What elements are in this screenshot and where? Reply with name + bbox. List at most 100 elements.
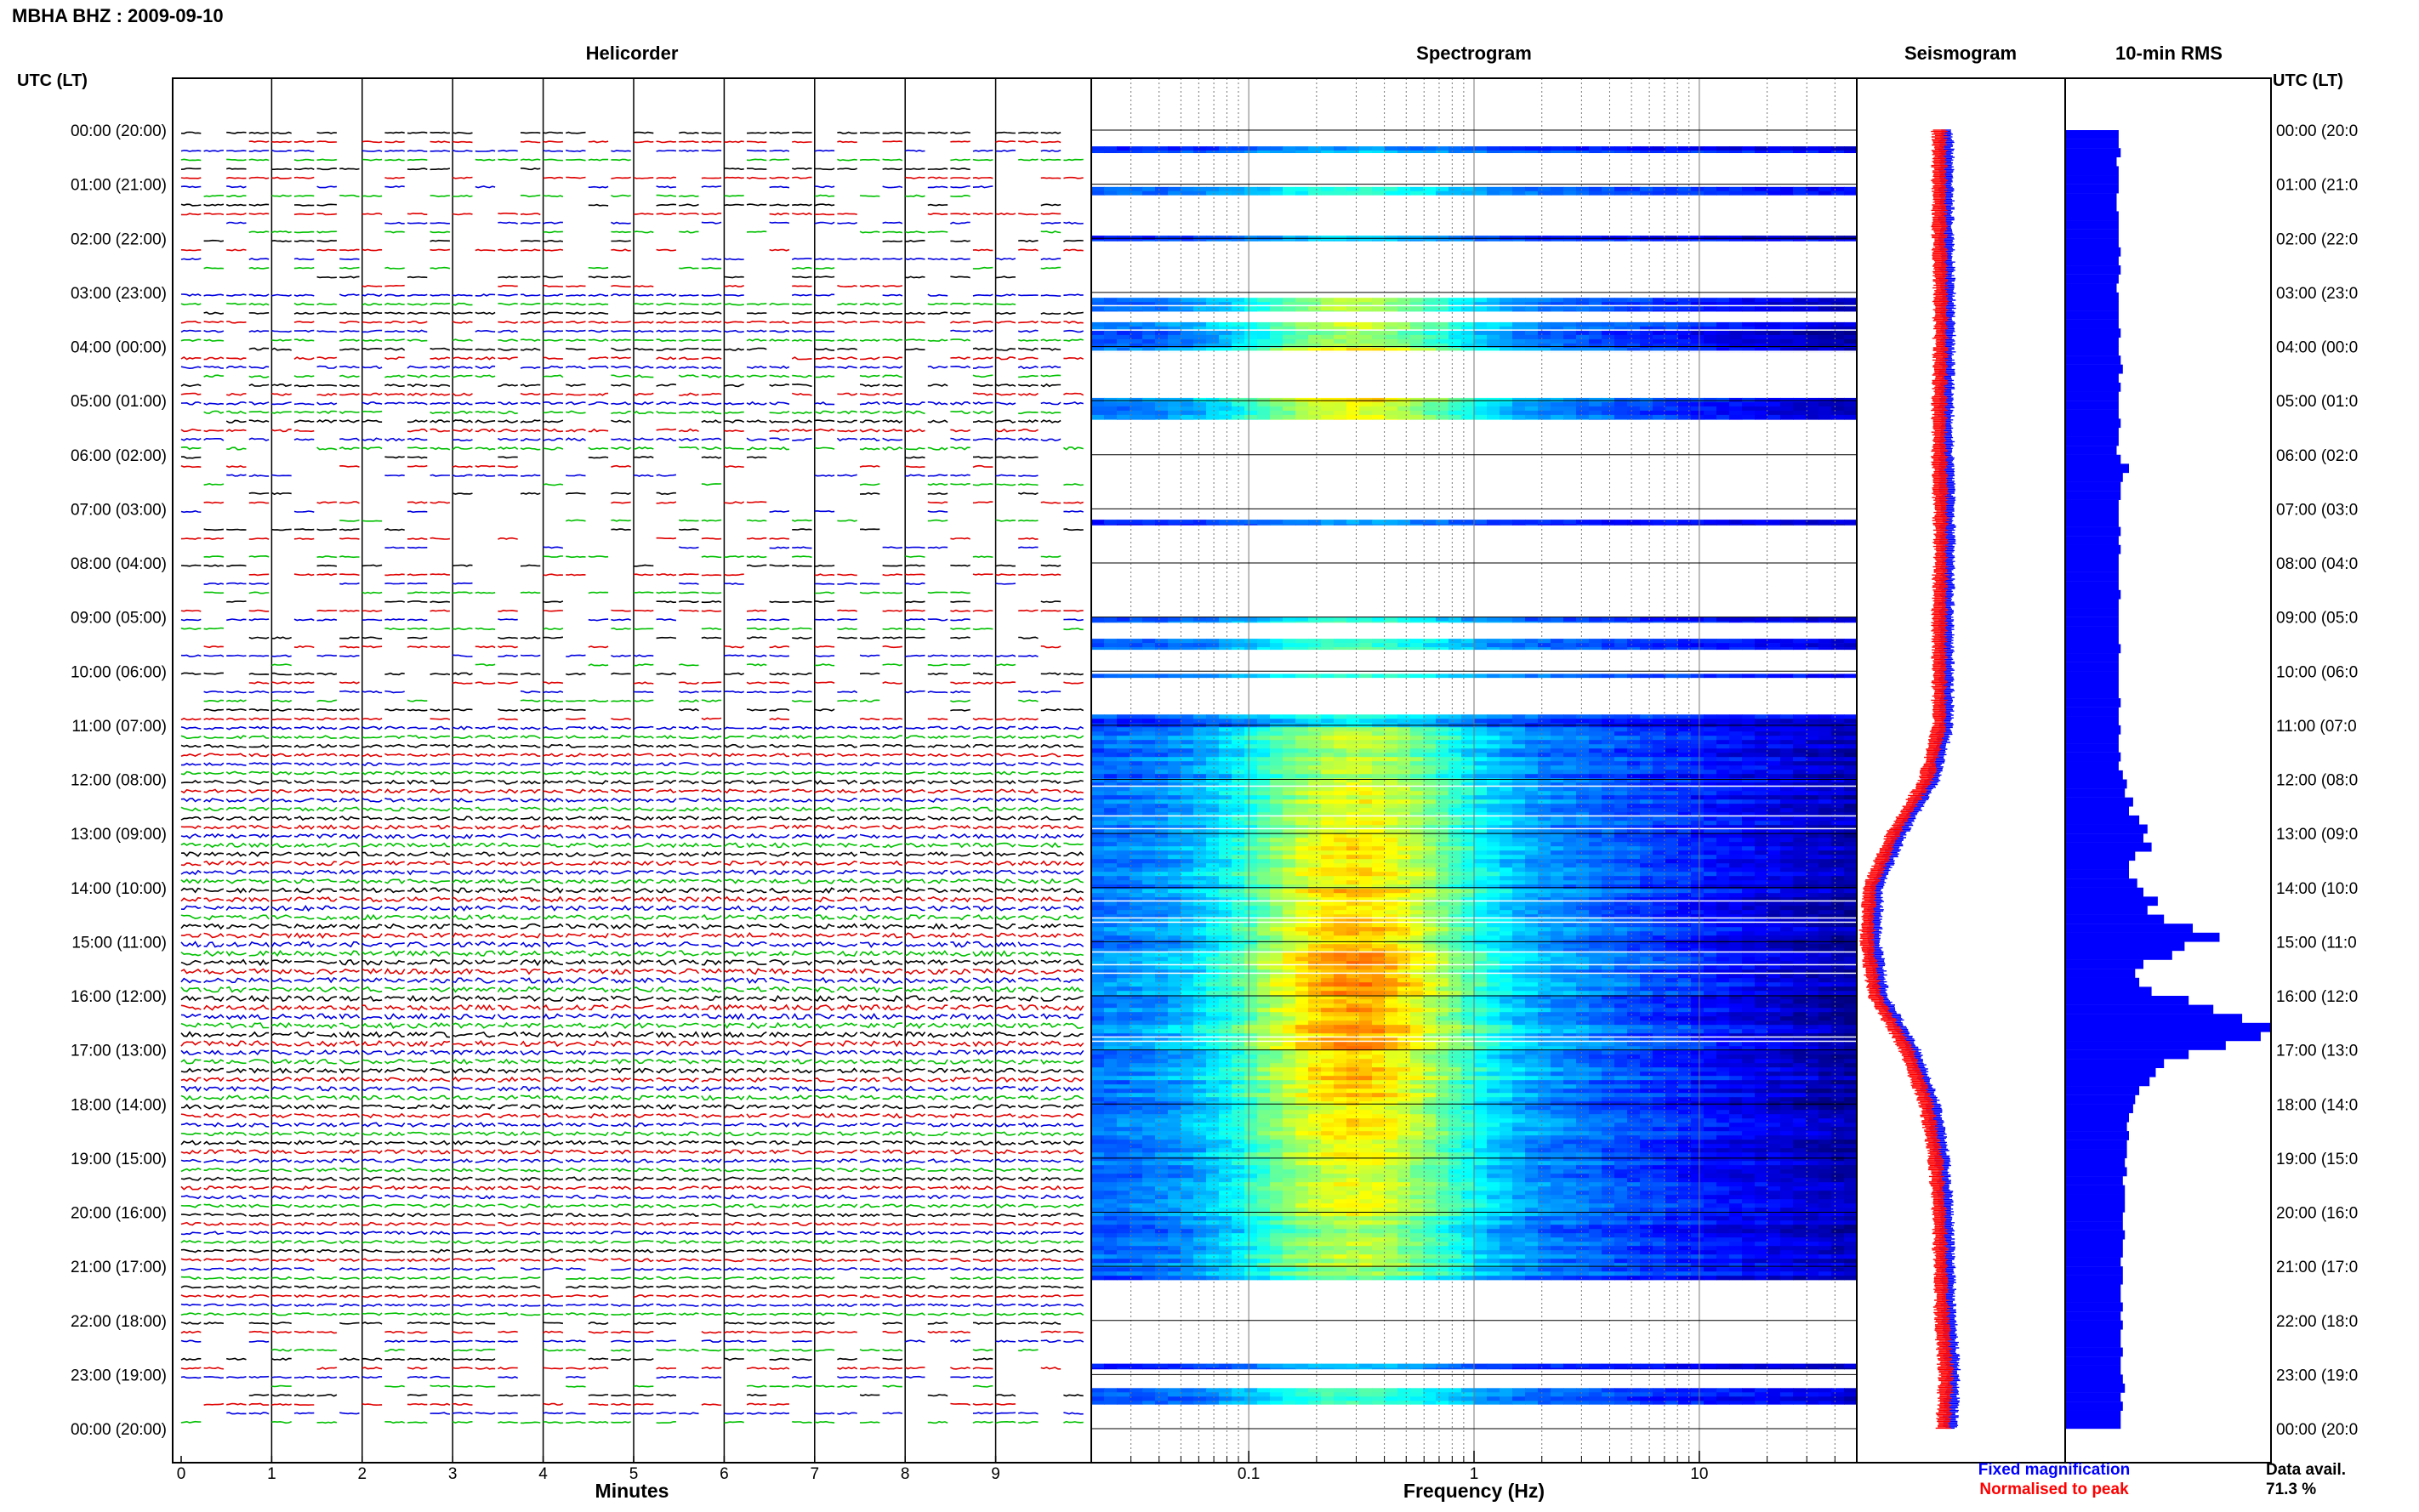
spectrogram-cell xyxy=(1653,787,1666,792)
spectrogram-cell xyxy=(1295,787,1309,792)
spectrogram-cell xyxy=(1168,863,1181,868)
spectrogram-cell xyxy=(1091,816,1105,821)
spectrogram-cell xyxy=(1308,846,1322,851)
spectrogram-cell xyxy=(1589,151,1602,154)
spectrogram-cell xyxy=(1359,855,1373,860)
spectrogram-cell xyxy=(1716,674,1730,679)
spectrogram-cell xyxy=(1346,804,1360,809)
spectrogram-cell xyxy=(1844,719,1858,724)
spectrogram-cell xyxy=(1257,791,1271,796)
spectrogram-cell xyxy=(1665,748,1679,753)
spectrogram-cell xyxy=(1653,621,1666,623)
spectrogram-cell xyxy=(1206,240,1220,242)
spectrogram-cell xyxy=(1091,334,1105,340)
spectrogram-cell xyxy=(1244,302,1258,307)
spectrogram-cell xyxy=(1806,855,1819,860)
spectrogram-cell xyxy=(1602,621,1615,623)
spectrogram-cell xyxy=(1130,880,1143,885)
spectrogram-cell xyxy=(1449,808,1462,813)
spectrogram-cell xyxy=(1589,524,1602,526)
spectrogram-cell xyxy=(1806,748,1819,753)
spectrogram-cell xyxy=(1334,884,1347,890)
spectrogram-cell xyxy=(1359,647,1373,651)
spectrogram-cell xyxy=(1193,302,1207,307)
spectrogram-cell xyxy=(1410,347,1424,353)
spectrogram-cell xyxy=(1372,406,1386,412)
spectrogram-cell xyxy=(1806,872,1819,877)
spectrogram-cell xyxy=(1091,524,1105,526)
helicorder-trace xyxy=(180,176,1084,179)
spectrogram-cell xyxy=(1729,330,1743,336)
spectrogram-cell xyxy=(1193,770,1207,775)
spectrogram-cell xyxy=(1614,190,1628,196)
spectrogram-cell xyxy=(1512,240,1526,242)
spectrogram-cell xyxy=(1206,774,1220,779)
spectrogram-cell xyxy=(1461,753,1475,758)
spectrogram-cell xyxy=(1678,347,1692,353)
spectrogram-cell xyxy=(1130,401,1143,407)
spectrogram-cell xyxy=(1780,876,1794,881)
spectrogram-cell xyxy=(1206,330,1220,336)
spectrogram-cell xyxy=(1716,639,1730,644)
spectrogram-cell xyxy=(1359,617,1373,622)
spectrogram-cell xyxy=(1193,906,1207,911)
spectrogram-cell xyxy=(1755,753,1768,758)
spectrogram-cell xyxy=(1423,731,1437,736)
spectrogram-cell xyxy=(1142,867,1156,873)
spectrogram-cell xyxy=(1104,765,1118,770)
spectrogram-cell xyxy=(1449,825,1462,830)
spectrogram-cell xyxy=(1500,867,1513,873)
spectrogram-cell xyxy=(1640,829,1653,834)
spectrogram-cell xyxy=(1372,825,1386,830)
spectrogram-cell xyxy=(1168,897,1181,902)
spectrogram-cell xyxy=(1576,816,1590,821)
spectrogram-cell xyxy=(1819,889,1832,894)
spectrogram-cell xyxy=(1831,889,1845,894)
spectrogram-cell xyxy=(1346,639,1360,644)
spectrogram-cell xyxy=(1308,397,1322,403)
spectrogram-cell xyxy=(1308,190,1322,196)
spectrogram-cell xyxy=(1104,867,1118,873)
spectrogram-cell xyxy=(1423,787,1437,792)
spectrogram-cell xyxy=(1755,889,1768,894)
spectrogram-cell xyxy=(1091,838,1105,843)
spectrogram-cell xyxy=(1155,897,1169,902)
spectrogram-cell xyxy=(1436,867,1449,873)
spectrogram-cell xyxy=(1819,914,1832,919)
spectrogram-cell xyxy=(1397,727,1411,732)
spectrogram-cell xyxy=(1321,524,1335,526)
spectrogram-cell xyxy=(1244,240,1258,242)
spectrogram-cell xyxy=(1819,855,1832,860)
spectrogram-cell xyxy=(1716,298,1730,303)
spectrogram-cell xyxy=(1359,151,1373,154)
spectrogram-cell xyxy=(1257,918,1271,924)
spectrogram-cell xyxy=(1742,787,1756,792)
spectrogram-cell xyxy=(1653,889,1666,894)
spectrogram-cell xyxy=(1385,753,1398,758)
spectrogram-cell xyxy=(1704,846,1717,851)
spectrogram-cell xyxy=(1589,897,1602,902)
spectrogram-cell xyxy=(1729,719,1743,724)
helicorder-title: Helicorder xyxy=(586,43,679,64)
spectrogram-cell xyxy=(1436,748,1449,753)
spectrogram-cell xyxy=(1474,397,1488,403)
spectrogram-cell xyxy=(1397,414,1411,420)
spectrogram-cell xyxy=(1244,757,1258,762)
spectrogram-cell xyxy=(1372,719,1386,724)
spectrogram-cell xyxy=(1602,410,1615,416)
spectrogram-cell xyxy=(1372,338,1386,344)
spectrogram-cell xyxy=(1780,910,1794,915)
spectrogram-cell xyxy=(1755,520,1768,525)
spectrogram-cell xyxy=(1410,918,1424,924)
spectrogram-cell xyxy=(1665,906,1679,911)
spectrogram-cell xyxy=(1806,146,1819,151)
spectrogram-cell xyxy=(1640,639,1653,644)
spectrogram-cell xyxy=(1244,647,1258,651)
spectrogram-cell xyxy=(1308,893,1322,898)
spectrogram-cell xyxy=(1691,778,1705,783)
spectrogram-cell xyxy=(1130,744,1143,749)
spectrogram-cell xyxy=(1500,401,1513,407)
spectrogram-cell xyxy=(1270,240,1283,242)
spectrogram-cell xyxy=(1474,744,1488,749)
spectrogram-cell xyxy=(1461,863,1475,868)
